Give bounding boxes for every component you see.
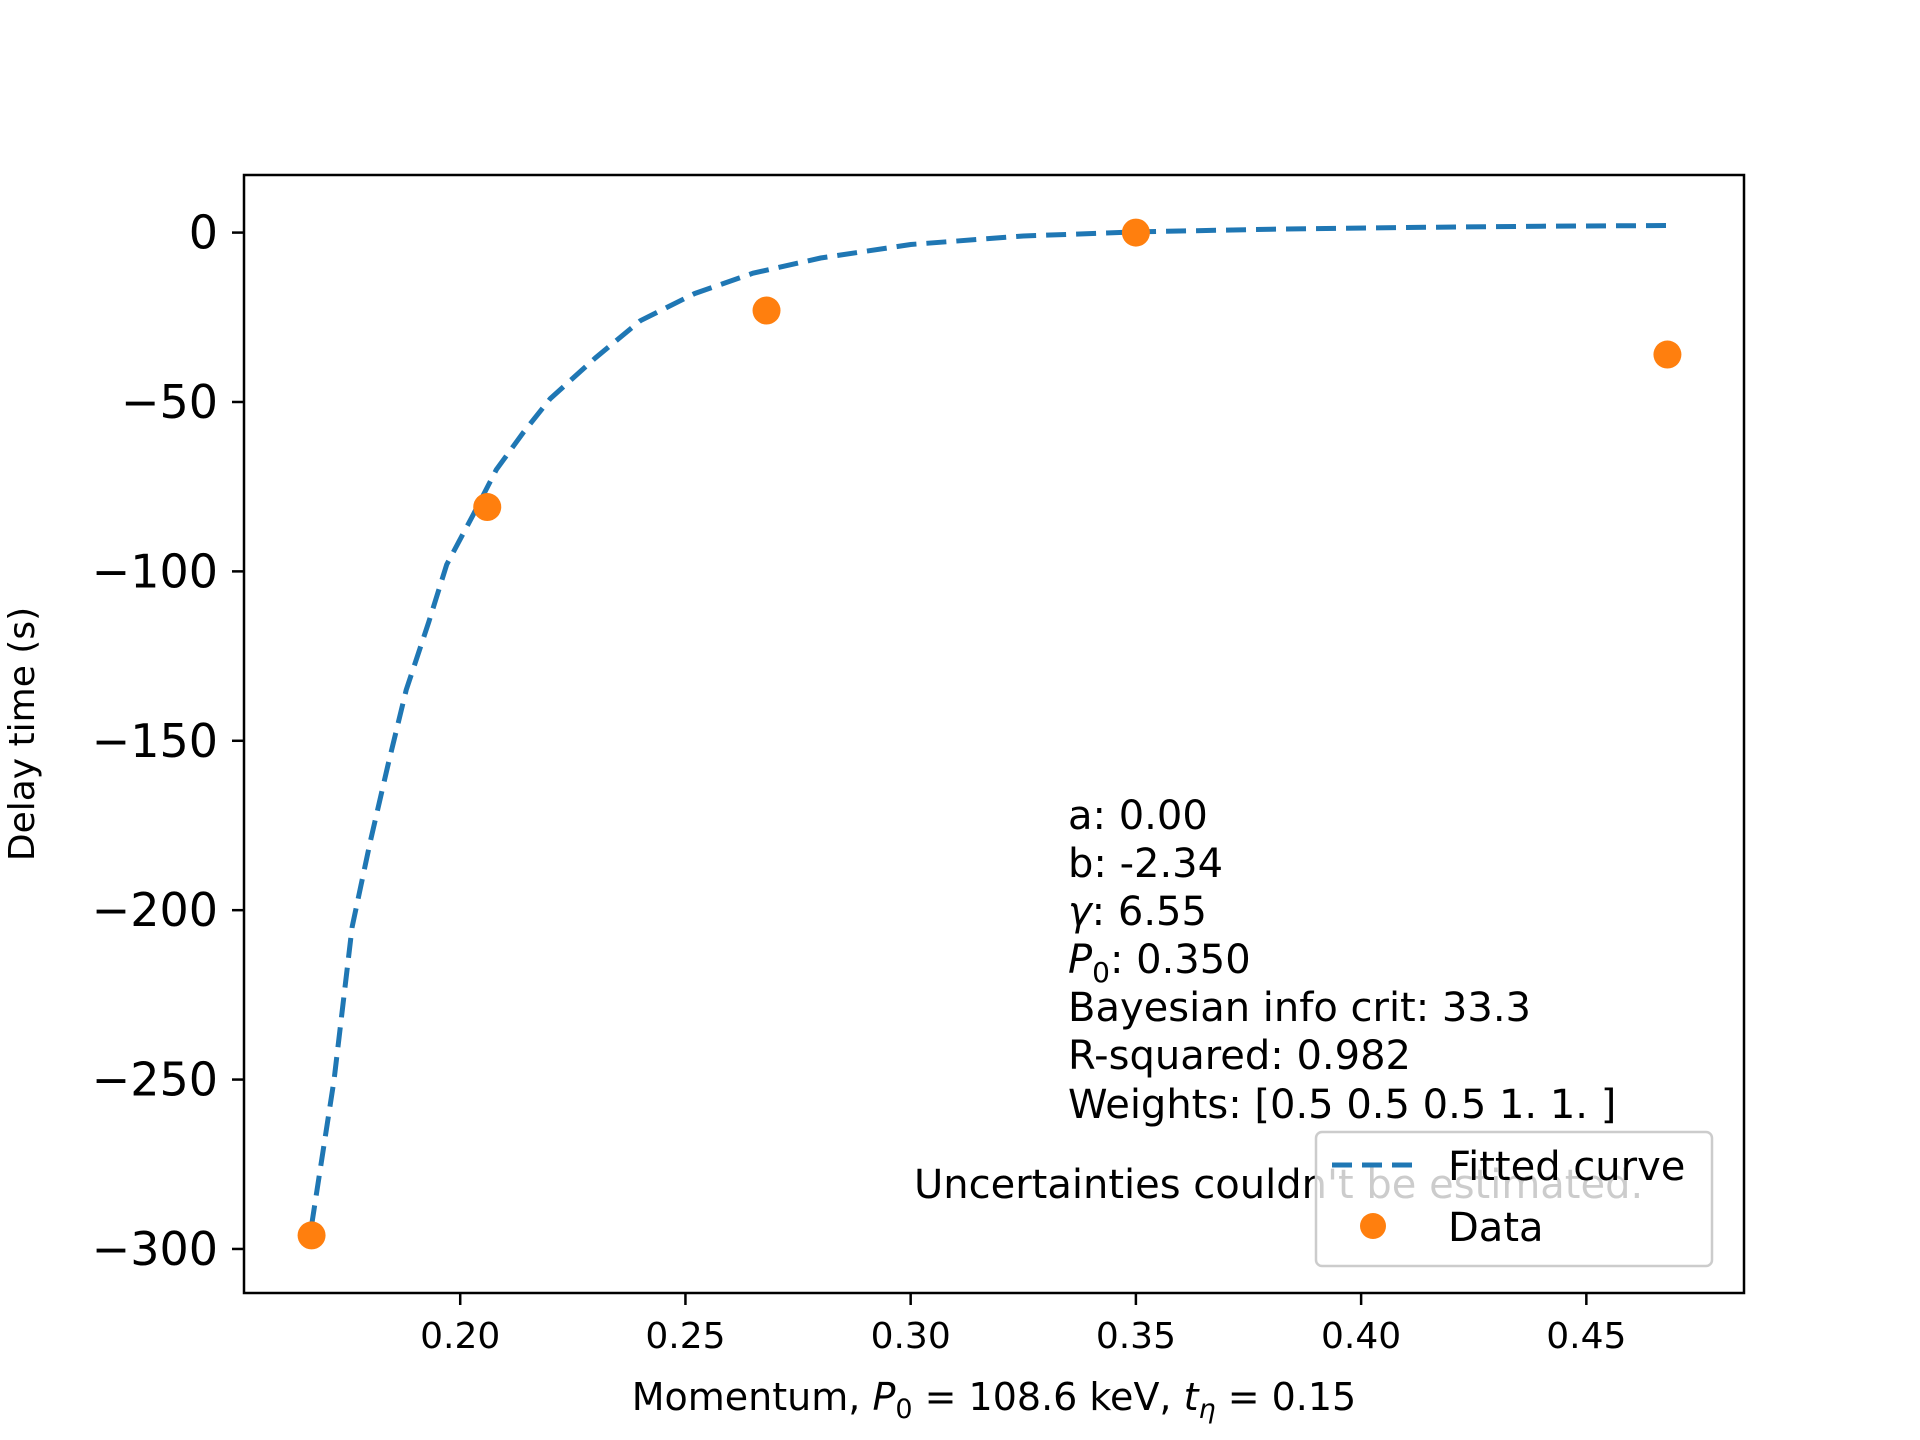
- y-axis-label: Delay time (s): [2, 607, 43, 861]
- x-tick-label: 0.25: [645, 1316, 725, 1357]
- annotation-p0-symbol: P: [1068, 937, 1093, 983]
- x-axis-label-p-value: = 108.6 keV,: [913, 1375, 1184, 1419]
- x-axis-ticks: 0.20 0.25 0.30 0.35 0.40 0.45: [420, 1293, 1626, 1357]
- annotation-p0: P0: 0.350: [1068, 937, 1251, 989]
- x-axis-label-p-symbol: P: [872, 1375, 895, 1419]
- y-tick-label: −50: [121, 375, 218, 429]
- annotation-r-squared: R-squared: 0.982: [1068, 1033, 1411, 1079]
- legend-box: [1314, 1130, 1714, 1268]
- data-points: [297, 218, 1682, 1250]
- annotation-b: b: -2.34: [1068, 841, 1223, 887]
- data-point: [1653, 340, 1682, 369]
- x-axis-label-prefix: Momentum,: [632, 1375, 873, 1419]
- x-tick-label: 0.35: [1096, 1316, 1176, 1357]
- x-axis-label-t-subscript: η: [1199, 1394, 1216, 1425]
- data-point: [1121, 218, 1150, 247]
- annotation-bic: Bayesian info crit: 33.3: [1068, 985, 1531, 1031]
- annotation-gamma: γ: 6.55: [1068, 889, 1207, 935]
- x-axis-label: Momentum, P0 = 108.6 keV, tη = 0.15: [632, 1375, 1356, 1425]
- y-tick-label: −150: [92, 714, 218, 768]
- annotation-weights: Weights: [0.5 0.5 0.5 1. 1. ]: [1068, 1082, 1616, 1128]
- y-tick-label: 0: [189, 206, 218, 260]
- annotation-gamma-symbol: γ: [1068, 889, 1094, 935]
- legend-fitted-curve-label: Fitted curve: [1448, 1144, 1685, 1190]
- x-tick-label: 0.30: [871, 1316, 951, 1357]
- legend-data-label: Data: [1448, 1205, 1544, 1251]
- y-tick-label: −250: [92, 1053, 218, 1107]
- annotation-gamma-value: : 6.55: [1092, 889, 1207, 935]
- annotation-a: a: 0.00: [1068, 793, 1208, 839]
- y-tick-label: −300: [92, 1222, 218, 1276]
- x-axis-label-p-subscript: 0: [895, 1394, 912, 1425]
- annotation-p0-value: : 0.350: [1110, 937, 1251, 983]
- y-tick-label: −100: [92, 544, 218, 598]
- fitted-curve-line: [309, 223, 1672, 1226]
- x-tick-label: 0.40: [1321, 1316, 1401, 1357]
- annotation-p0-subscript: 0: [1092, 956, 1110, 989]
- y-axis-ticks: 0 −50 −100 −150 −200 −250 −300: [92, 206, 244, 1276]
- y-tick-label: −200: [92, 883, 218, 937]
- x-axis-label-t-value: = 0.15: [1216, 1375, 1357, 1419]
- data-point: [297, 1221, 326, 1250]
- plot-area-frame: [242, 173, 1746, 1295]
- legend: Fitted curve Data: [1314, 1130, 1714, 1268]
- x-axis-label-t-symbol: t: [1184, 1375, 1201, 1419]
- data-point: [473, 493, 502, 522]
- x-tick-label: 0.45: [1546, 1316, 1626, 1357]
- legend-data-swatch: [1360, 1213, 1386, 1239]
- x-tick-label: 0.20: [420, 1316, 500, 1357]
- fit-annotations: a: 0.00 b: -2.34 γ: 6.55 P0: 0.350 Bayes…: [1068, 793, 1616, 1128]
- data-point: [752, 296, 781, 325]
